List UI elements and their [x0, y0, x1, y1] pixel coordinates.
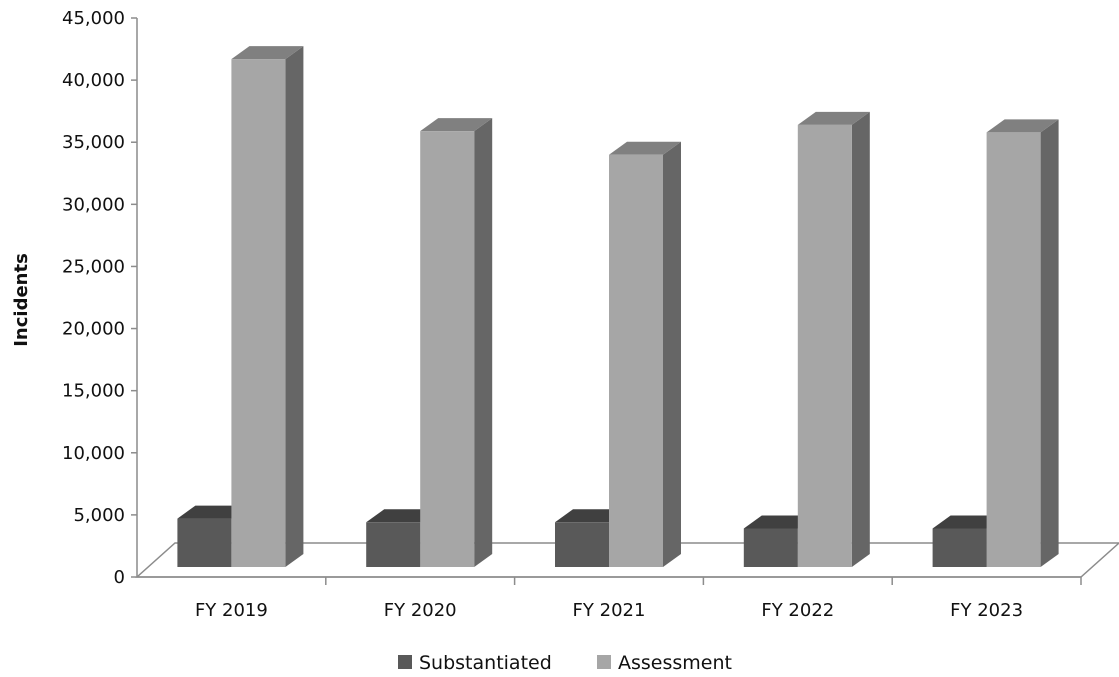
bar-front-face [366, 522, 421, 567]
y-tick-label: 35,000 [62, 132, 125, 153]
y-tick-label: 30,000 [62, 194, 125, 215]
bar-front-face [743, 528, 798, 567]
x-tick-label: FY 2021 [573, 600, 646, 621]
legend-label: Substantiated [419, 652, 552, 674]
bar-front-face [420, 131, 475, 567]
bar-side-face [663, 141, 681, 567]
bar-top-face [609, 141, 681, 155]
bar-top-face [797, 111, 870, 125]
y-tick-label: 45,000 [62, 8, 125, 29]
y-tick-label: 40,000 [62, 70, 125, 91]
y-axis-title: Incidents [11, 253, 32, 347]
bar-assessment [797, 111, 870, 568]
legend: Substantiated Assessment [398, 652, 732, 674]
bar-front-face [797, 124, 852, 568]
x-tick-label: FY 2019 [195, 600, 268, 621]
y-tick-label: 15,000 [62, 381, 125, 402]
bar-front-face [932, 528, 987, 567]
x-tick-label: FY 2023 [950, 600, 1023, 621]
bar-side-face [285, 46, 304, 567]
bar-side-face [1040, 119, 1059, 568]
y-tick-label: 5,000 [73, 505, 125, 526]
legend-swatch [597, 655, 611, 669]
legend-swatch [398, 655, 412, 669]
bars [177, 46, 1059, 568]
bar-top-face [986, 119, 1059, 133]
bar-assessment [231, 46, 304, 568]
y-tick-label: 25,000 [62, 256, 125, 277]
x-tick-label: FY 2020 [384, 600, 457, 621]
y-tick-label: 10,000 [62, 443, 125, 464]
bar-front-face [986, 132, 1041, 567]
bar-assessment [420, 118, 493, 567]
bar-side-face [851, 111, 870, 568]
bar-front-face [231, 59, 286, 568]
axes: 0 5,000 10,000 15,000 20,000 25,000 30,000 35,0… [62, 8, 1082, 621]
bar-assessment [609, 141, 681, 567]
bar-front-face [177, 518, 232, 567]
bar-front-face [555, 522, 609, 567]
y-tick-label: 20,000 [62, 319, 125, 340]
x-tick-label: FY 2022 [761, 600, 834, 621]
bar-side-face [474, 118, 493, 567]
bar-top-face [420, 118, 493, 132]
bar-front-face [609, 154, 663, 567]
y-tick-label: 0 [114, 567, 125, 588]
legend-label: Assessment [618, 652, 732, 674]
bar-assessment [986, 119, 1059, 568]
bar-top-face [231, 46, 304, 60]
